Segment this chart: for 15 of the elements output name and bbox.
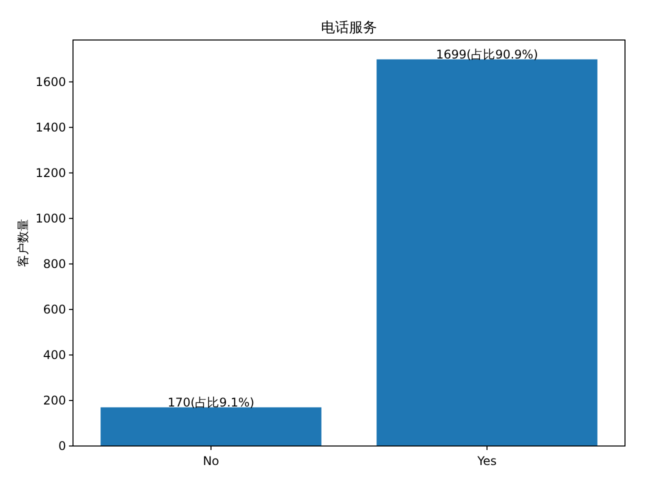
y-tick-label: 200 (43, 393, 66, 408)
y-tick-label: 1000 (35, 211, 66, 226)
y-tick-label: 400 (43, 348, 66, 362)
chart-title: 电话服务 (321, 20, 377, 36)
y-tick-label: 1200 (35, 166, 66, 180)
data-label: 1699(占比90.9%) (436, 47, 538, 62)
data-label: 170(占比9.1%) (168, 395, 254, 410)
y-tick-label: 1600 (35, 74, 66, 89)
x-tick-label: Yes (476, 454, 497, 468)
y-tick-label: 600 (43, 302, 66, 316)
y-tick-label: 1400 (35, 120, 66, 134)
y-tick-label: 0 (58, 439, 66, 453)
y-axis-title: 客户数量 (16, 219, 30, 267)
x-tick-label: No (202, 454, 220, 468)
y-tick-label: 800 (43, 256, 66, 271)
